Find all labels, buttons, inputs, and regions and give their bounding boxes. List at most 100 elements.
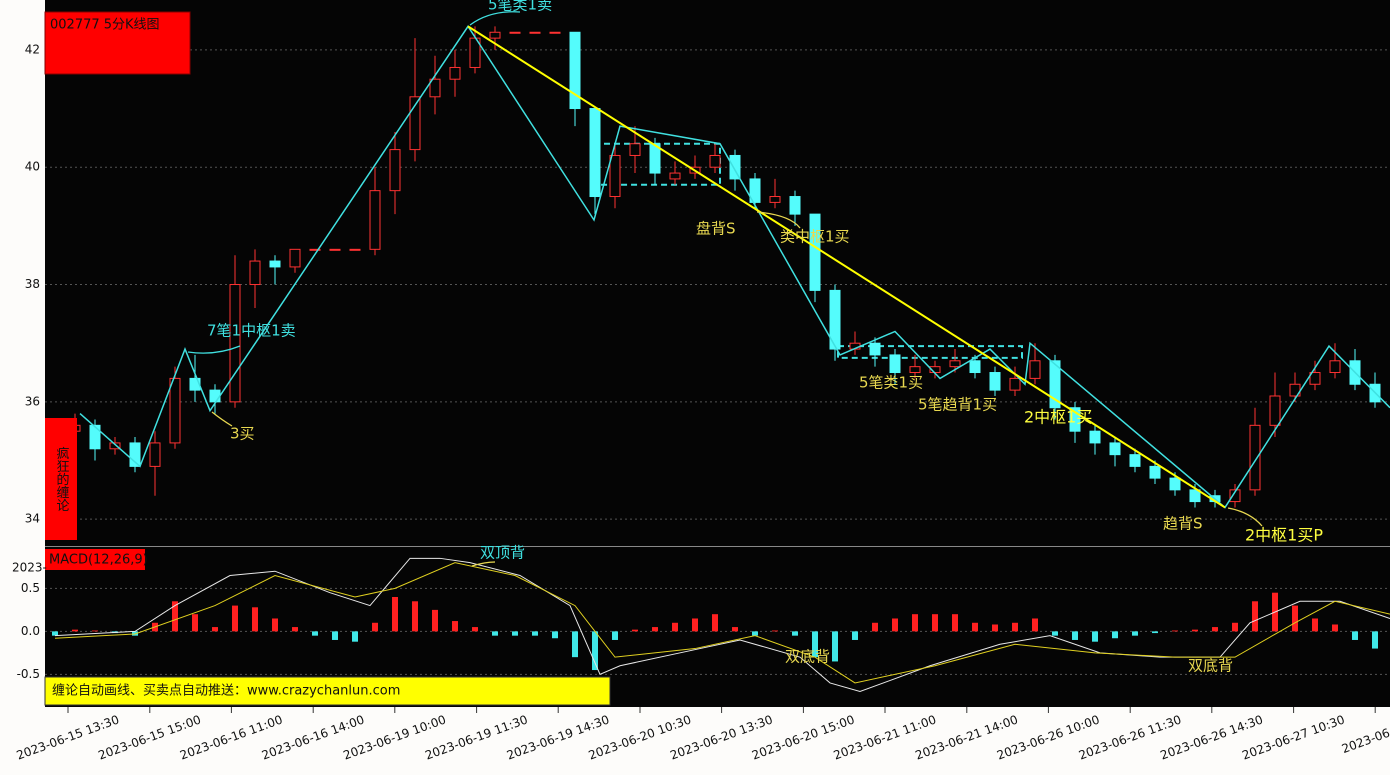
macd-bar xyxy=(1072,631,1078,640)
macd-bar xyxy=(552,631,558,639)
candle-body xyxy=(1009,377,1021,391)
candle-body xyxy=(489,31,501,39)
footer-text: 缠论自动画线、买卖点自动推送：www.crazychanlun.com xyxy=(52,683,400,699)
macd-bar xyxy=(412,601,418,632)
stroke-line xyxy=(79,25,1390,509)
macd-bar xyxy=(392,596,398,632)
candle-body xyxy=(949,360,961,368)
annotation: 7笔1中枢1卖 xyxy=(207,322,296,340)
candle-body xyxy=(529,31,541,34)
annotation: 双底背 xyxy=(785,648,830,666)
y-tick-label: -0.5 xyxy=(17,667,40,681)
candle-body xyxy=(229,284,241,403)
y-tick-label: 40 xyxy=(25,160,40,174)
macd-title-box xyxy=(45,549,145,570)
macd-bar xyxy=(232,605,238,632)
y-tick-label: 34 xyxy=(25,512,40,526)
macd-bar xyxy=(1012,622,1018,632)
macd-bar xyxy=(372,622,378,632)
macd-bar xyxy=(1232,622,1238,632)
macd-bar xyxy=(972,622,978,632)
candle-body xyxy=(889,354,901,374)
macd-bar xyxy=(272,618,278,632)
macd-bar xyxy=(1112,631,1118,639)
macd-bar xyxy=(1192,629,1198,632)
plot-background xyxy=(45,0,1390,707)
annotation: 3买 xyxy=(230,425,255,443)
macd-bar xyxy=(1032,618,1038,632)
macd-bar xyxy=(252,607,258,632)
macd-bar xyxy=(352,631,358,642)
macd-bar xyxy=(652,627,658,632)
macd-bar xyxy=(432,609,438,632)
arrows xyxy=(187,11,1263,567)
macd-bar xyxy=(792,631,798,636)
annotation: 类中枢1买 xyxy=(780,228,850,246)
candle-body xyxy=(449,66,461,80)
macd-title: MACD(12,26,9) xyxy=(49,553,148,568)
macd-bar xyxy=(1212,627,1218,632)
chart-title: 002777 5分K线图 xyxy=(50,18,160,33)
candle-body xyxy=(429,78,441,98)
candle-body xyxy=(409,96,421,151)
candle-body xyxy=(1269,395,1281,426)
annotation: 双底背 xyxy=(1188,657,1233,675)
candle-body xyxy=(269,260,281,268)
macd-bar xyxy=(832,631,838,662)
arrow xyxy=(187,345,241,354)
arrow xyxy=(1227,507,1263,527)
candle-body xyxy=(89,424,101,450)
macd-bar xyxy=(1352,631,1358,640)
macd-bar xyxy=(472,627,478,632)
annotation: 2中枢1买 xyxy=(1024,408,1092,427)
macd-bar xyxy=(492,631,498,636)
y-tick-label: 42 xyxy=(25,42,40,56)
annotation: 趋背S xyxy=(1163,515,1203,533)
annotation: 2中枢1买P xyxy=(1245,526,1323,545)
macd-bar xyxy=(952,614,958,632)
macd-bar xyxy=(1312,618,1318,632)
marks xyxy=(45,25,1390,693)
candle-body xyxy=(509,31,521,34)
candle-body xyxy=(829,289,841,350)
candle-body xyxy=(649,143,661,174)
arrow xyxy=(471,561,496,567)
macd-bar xyxy=(512,631,518,636)
macd-bar xyxy=(672,622,678,632)
macd-bar xyxy=(52,631,58,636)
annotation: 盘背S xyxy=(696,220,736,238)
macd-bar xyxy=(932,614,938,632)
y-tick-label: 0.5 xyxy=(21,581,40,595)
arrow xyxy=(211,411,233,427)
candle-body xyxy=(709,154,721,168)
macd-bar xyxy=(1092,631,1098,642)
macd-bar xyxy=(1132,631,1138,636)
macd-line xyxy=(54,562,1390,684)
candle-body xyxy=(549,31,561,34)
candle-body xyxy=(1089,430,1101,444)
macd-bar xyxy=(192,614,198,632)
candle-body xyxy=(129,442,141,467)
macd-bar xyxy=(72,629,78,632)
candle-body xyxy=(389,149,401,192)
macd-bar xyxy=(1252,601,1258,632)
candle-body xyxy=(1029,360,1041,379)
candle-body xyxy=(629,143,641,156)
candle-body xyxy=(809,213,821,291)
candle-body xyxy=(869,342,881,356)
candle-body xyxy=(789,196,801,215)
candle-body xyxy=(989,372,1001,391)
y-tick-label: 36 xyxy=(25,394,40,408)
candle-body xyxy=(969,360,981,374)
annotation: 双顶背 xyxy=(480,544,525,562)
macd-bar xyxy=(1292,605,1298,632)
macd-bar xyxy=(172,601,178,632)
macd-bar xyxy=(772,630,778,632)
macd-bar xyxy=(532,631,538,636)
side-label: 疯狂的缠论 xyxy=(54,446,70,512)
candle-body xyxy=(109,442,121,450)
candle-body xyxy=(909,366,921,374)
candle-body xyxy=(749,178,761,203)
candle-body xyxy=(1189,489,1201,503)
